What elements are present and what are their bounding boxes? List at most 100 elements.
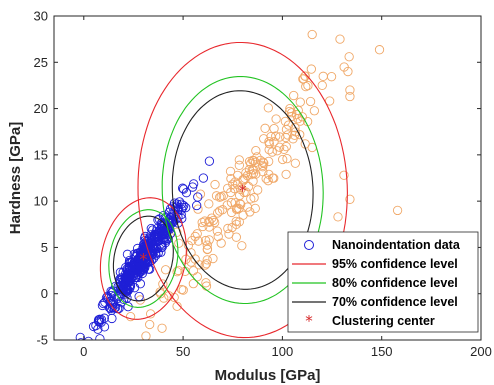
- data-point-cluster-a: [164, 207, 174, 217]
- data-point-cluster-a: [116, 297, 127, 307]
- y-axis-label: Hardness [GPa]: [7, 122, 24, 235]
- ellipse-a-70: [112, 215, 174, 302]
- legend-item-center: * Clustering center: [305, 312, 435, 330]
- data-point-cluster-b: [290, 123, 300, 133]
- cluster-center-star: *: [139, 250, 147, 269]
- y-tick-label: 10: [34, 194, 48, 209]
- ellipse-b-95: [137, 41, 348, 339]
- data-point-cluster-b: [198, 221, 208, 232]
- data-point-cluster-b: [258, 157, 268, 167]
- data-point-cluster-a: [187, 182, 198, 192]
- data-point-cluster-b: [263, 103, 273, 113]
- data-point-cluster-b: [201, 259, 212, 269]
- data-point-cluster-b: [250, 203, 260, 214]
- ellipse-a-80: [108, 209, 179, 308]
- data-point-cluster-b: [374, 45, 385, 55]
- data-point-cluster-b: [247, 155, 258, 166]
- data-point-cluster-b: [192, 229, 202, 239]
- data-point-outlier: [333, 212, 343, 222]
- data-point-cluster-b: [246, 194, 256, 204]
- data-point-cluster-a: [152, 244, 162, 254]
- data-point-cluster-b: [264, 139, 274, 149]
- ellipse-b-70: [171, 90, 314, 290]
- data-point-cluster-b: [300, 71, 310, 81]
- data-point-cluster-b: [267, 147, 277, 157]
- data-point-cluster-b: [204, 235, 214, 245]
- data-point-cluster-a: [137, 247, 147, 258]
- data-point-cluster-b: [271, 114, 281, 124]
- data-point-cluster-b: [204, 222, 214, 232]
- data-point-cluster-b: [238, 174, 248, 185]
- data-point-cluster-a: [176, 204, 187, 214]
- data-point-cluster-a: [162, 223, 173, 233]
- data-point-cluster-b: [261, 174, 271, 184]
- data-point-cluster-a: [88, 321, 99, 332]
- data-point-cluster-b: [202, 240, 212, 250]
- data-point-cluster-b: [234, 155, 244, 165]
- data-point-cluster-b: [202, 255, 212, 265]
- data-point-cluster-a: [143, 245, 153, 255]
- data-point-cluster-b: [172, 267, 182, 277]
- data-point-cluster-b: [212, 208, 223, 218]
- data-point-cluster-a: [115, 267, 126, 277]
- data-point-cluster-a: [144, 264, 155, 274]
- data-point-cluster-b: [317, 80, 327, 91]
- data-point-cluster-b: [279, 144, 289, 155]
- data-point-cluster-b: [281, 141, 291, 152]
- data-point-cluster-b: [344, 52, 354, 62]
- data-point-cluster-b: [190, 254, 200, 264]
- cluster-center-star: *: [239, 181, 247, 200]
- data-point-cluster-b: [125, 311, 136, 322]
- data-point-cluster-b: [207, 213, 217, 223]
- data-point-cluster-b: [289, 90, 299, 101]
- data-point-cluster-b: [197, 217, 207, 228]
- data-point-cluster-b: [243, 181, 254, 192]
- data-point-cluster-b: [271, 131, 281, 141]
- data-point-cluster-b: [172, 301, 182, 311]
- data-point-cluster-b: [234, 160, 244, 170]
- data-point-cluster-b: [188, 279, 199, 289]
- data-point-cluster-a: [97, 300, 108, 311]
- x-tick-label: 150: [371, 344, 393, 359]
- data-point-cluster-b: [263, 176, 273, 186]
- data-point-cluster-b: [200, 260, 210, 270]
- legend-item-80: 80% confidence level: [292, 276, 458, 290]
- data-point-cluster-a: [134, 256, 144, 266]
- data-point-cluster-a: [145, 242, 156, 252]
- data-point-cluster-a: [107, 313, 117, 324]
- data-point-cluster-b: [173, 265, 183, 276]
- data-point-outlier: [345, 85, 355, 95]
- data-point-cluster-b: [303, 80, 313, 91]
- data-point-cluster-b: [222, 183, 233, 194]
- data-point-cluster-b: [195, 189, 206, 199]
- data-point-cluster-a: [152, 236, 162, 247]
- data-point-cluster-b: [275, 132, 285, 142]
- data-point-cluster-b: [201, 278, 211, 288]
- data-point-cluster-a: [193, 192, 203, 202]
- data-point-cluster-a: [134, 254, 145, 264]
- data-point-cluster-b: [225, 166, 236, 177]
- axis-ticks: 0 50 100 150 200 -5 0 5 10 15 20 25 30: [34, 9, 492, 360]
- data-point-cluster-b: [236, 184, 246, 195]
- cluster-a-points: [75, 156, 215, 340]
- data-point-cluster-b: [325, 96, 335, 106]
- data-point-cluster-b: [178, 285, 188, 295]
- data-point-cluster-b: [213, 231, 223, 242]
- data-point-cluster-b: [253, 185, 263, 195]
- data-point-cluster-b: [258, 162, 268, 172]
- data-point-cluster-b: [272, 146, 282, 156]
- data-point-cluster-b: [231, 216, 241, 227]
- data-point-cluster-b: [160, 265, 171, 275]
- data-point-cluster-b: [141, 331, 151, 340]
- data-point-cluster-a: [77, 338, 85, 340]
- data-point-cluster-b: [187, 235, 197, 246]
- data-point-cluster-b: [269, 124, 279, 134]
- data-point-outlier: [293, 105, 303, 116]
- y-tick-label: 20: [34, 101, 48, 116]
- data-point-cluster-a: [84, 336, 93, 340]
- data-point-cluster-b: [259, 158, 269, 168]
- x-tick-label: 100: [272, 344, 294, 359]
- data-point-outlier: [392, 205, 403, 216]
- data-point-cluster-b: [200, 235, 211, 246]
